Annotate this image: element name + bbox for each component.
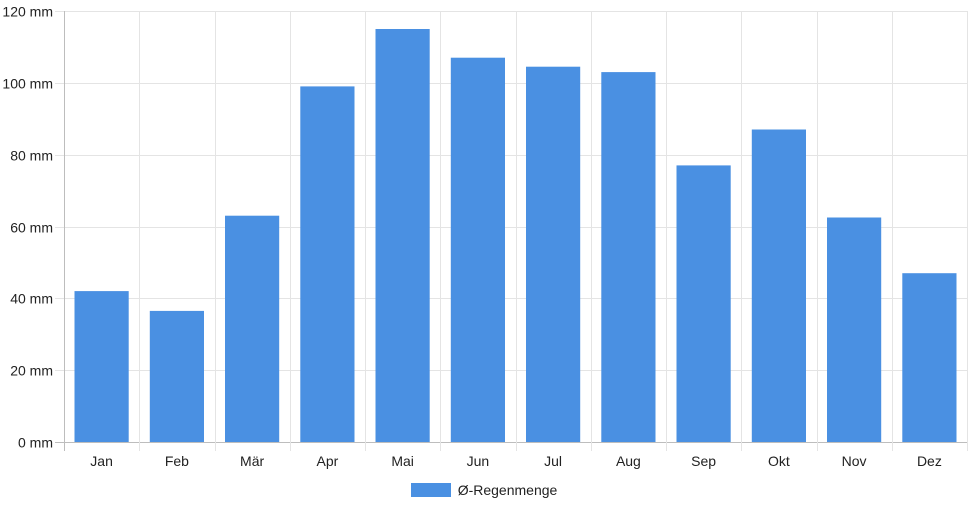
x-tick-label: Mai — [391, 453, 414, 469]
legend-item[interactable]: Ø-Regenmenge — [410, 482, 558, 498]
y-tick-label: 100 mm — [2, 76, 53, 92]
bar[interactable] — [74, 291, 129, 442]
x-tick-label: Mär — [240, 453, 264, 469]
bar[interactable] — [601, 72, 656, 442]
y-tick-label: 80 mm — [10, 148, 53, 164]
grid — [55, 11, 968, 451]
bar[interactable] — [225, 215, 280, 442]
legend-label: Ø-Regenmenge — [457, 482, 558, 498]
bar[interactable] — [450, 57, 505, 442]
y-tick-label: 120 mm — [2, 4, 53, 20]
bar[interactable] — [902, 273, 957, 442]
y-tick-label: 20 mm — [10, 363, 53, 379]
bar[interactable] — [751, 129, 806, 443]
legend: Ø-Regenmenge — [0, 481, 968, 499]
legend-swatch — [410, 483, 451, 497]
y-tick-label: 40 mm — [10, 291, 53, 307]
x-tick-label: Sep — [691, 453, 716, 469]
x-tick-label: Apr — [317, 453, 339, 469]
bar[interactable] — [300, 86, 355, 443]
bars — [74, 29, 957, 443]
x-tick-label: Okt — [768, 453, 790, 469]
x-tick-label: Jun — [467, 453, 490, 469]
x-tick-label: Jul — [544, 453, 562, 469]
rainfall-bar-chart: 0 mm 20 mm 40 mm 60 mm 80 mm 100 mm 120 mm Jan F… — [2, 4, 968, 470]
bar[interactable] — [676, 165, 731, 442]
bar[interactable] — [149, 310, 204, 442]
x-tick-label: Dez — [917, 453, 942, 469]
x-tick-label: Feb — [165, 453, 189, 469]
y-tick-label: 0 mm — [18, 435, 53, 451]
tick-labels: 0 mm 20 mm 40 mm 60 mm 80 mm 100 mm 120 mm Jan F… — [2, 4, 941, 470]
bar[interactable] — [827, 217, 882, 443]
bar[interactable] — [375, 29, 430, 442]
x-tick-label: Jan — [90, 453, 113, 469]
bar[interactable] — [526, 66, 581, 442]
y-tick-label: 60 mm — [10, 220, 53, 236]
x-tick-label: Nov — [842, 453, 867, 469]
x-tick-label: Aug — [616, 453, 641, 469]
